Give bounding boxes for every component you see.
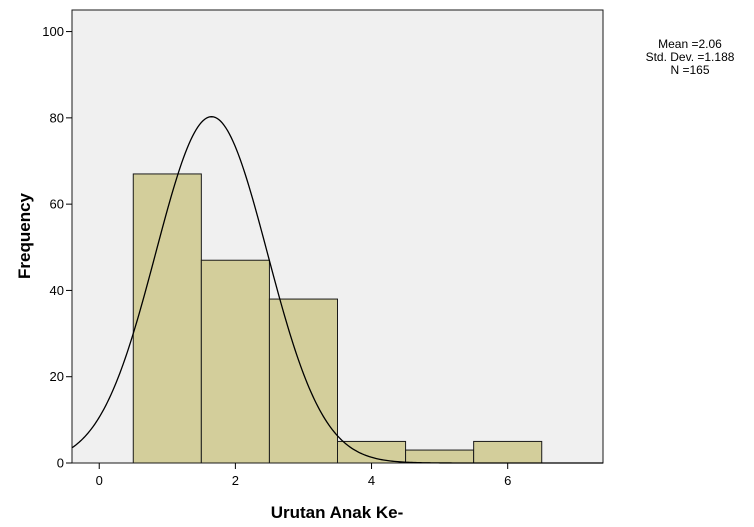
x-tick-label: 4 [368,473,375,488]
histogram-bar [473,440,543,464]
x-tick-label: 2 [232,473,239,488]
stats-std-dev: Std. Dev. =1.188 [646,50,735,64]
y-tick-label: 80 [50,110,64,125]
x-tick-label: 6 [504,473,511,488]
histogram-bar [268,298,338,464]
x-axis: 0 2 4 6 [96,463,511,488]
x-axis-label: Urutan Anak Ke- [271,503,404,522]
y-tick-label: 40 [50,283,64,298]
normal-curve [71,116,603,464]
y-tick-label: 0 [57,456,64,471]
stats-n: N =165 [670,63,709,77]
histogram-bar [132,173,202,464]
stats-mean: Mean =2.06 [658,37,722,51]
y-axis-label: Frequency [15,192,34,279]
y-axis: 0 20 40 60 80 100 [42,24,72,471]
histogram-bars [132,173,543,464]
histogram-bar [200,259,270,464]
y-tick-label: 60 [50,197,64,212]
y-tick-label: 20 [50,369,64,384]
histogram-bar [405,449,475,464]
stats-box: Mean =2.06 Std. Dev. =1.188 N =165 [646,37,735,77]
x-tick-label: 0 [96,473,103,488]
y-tick-label: 100 [42,24,64,39]
